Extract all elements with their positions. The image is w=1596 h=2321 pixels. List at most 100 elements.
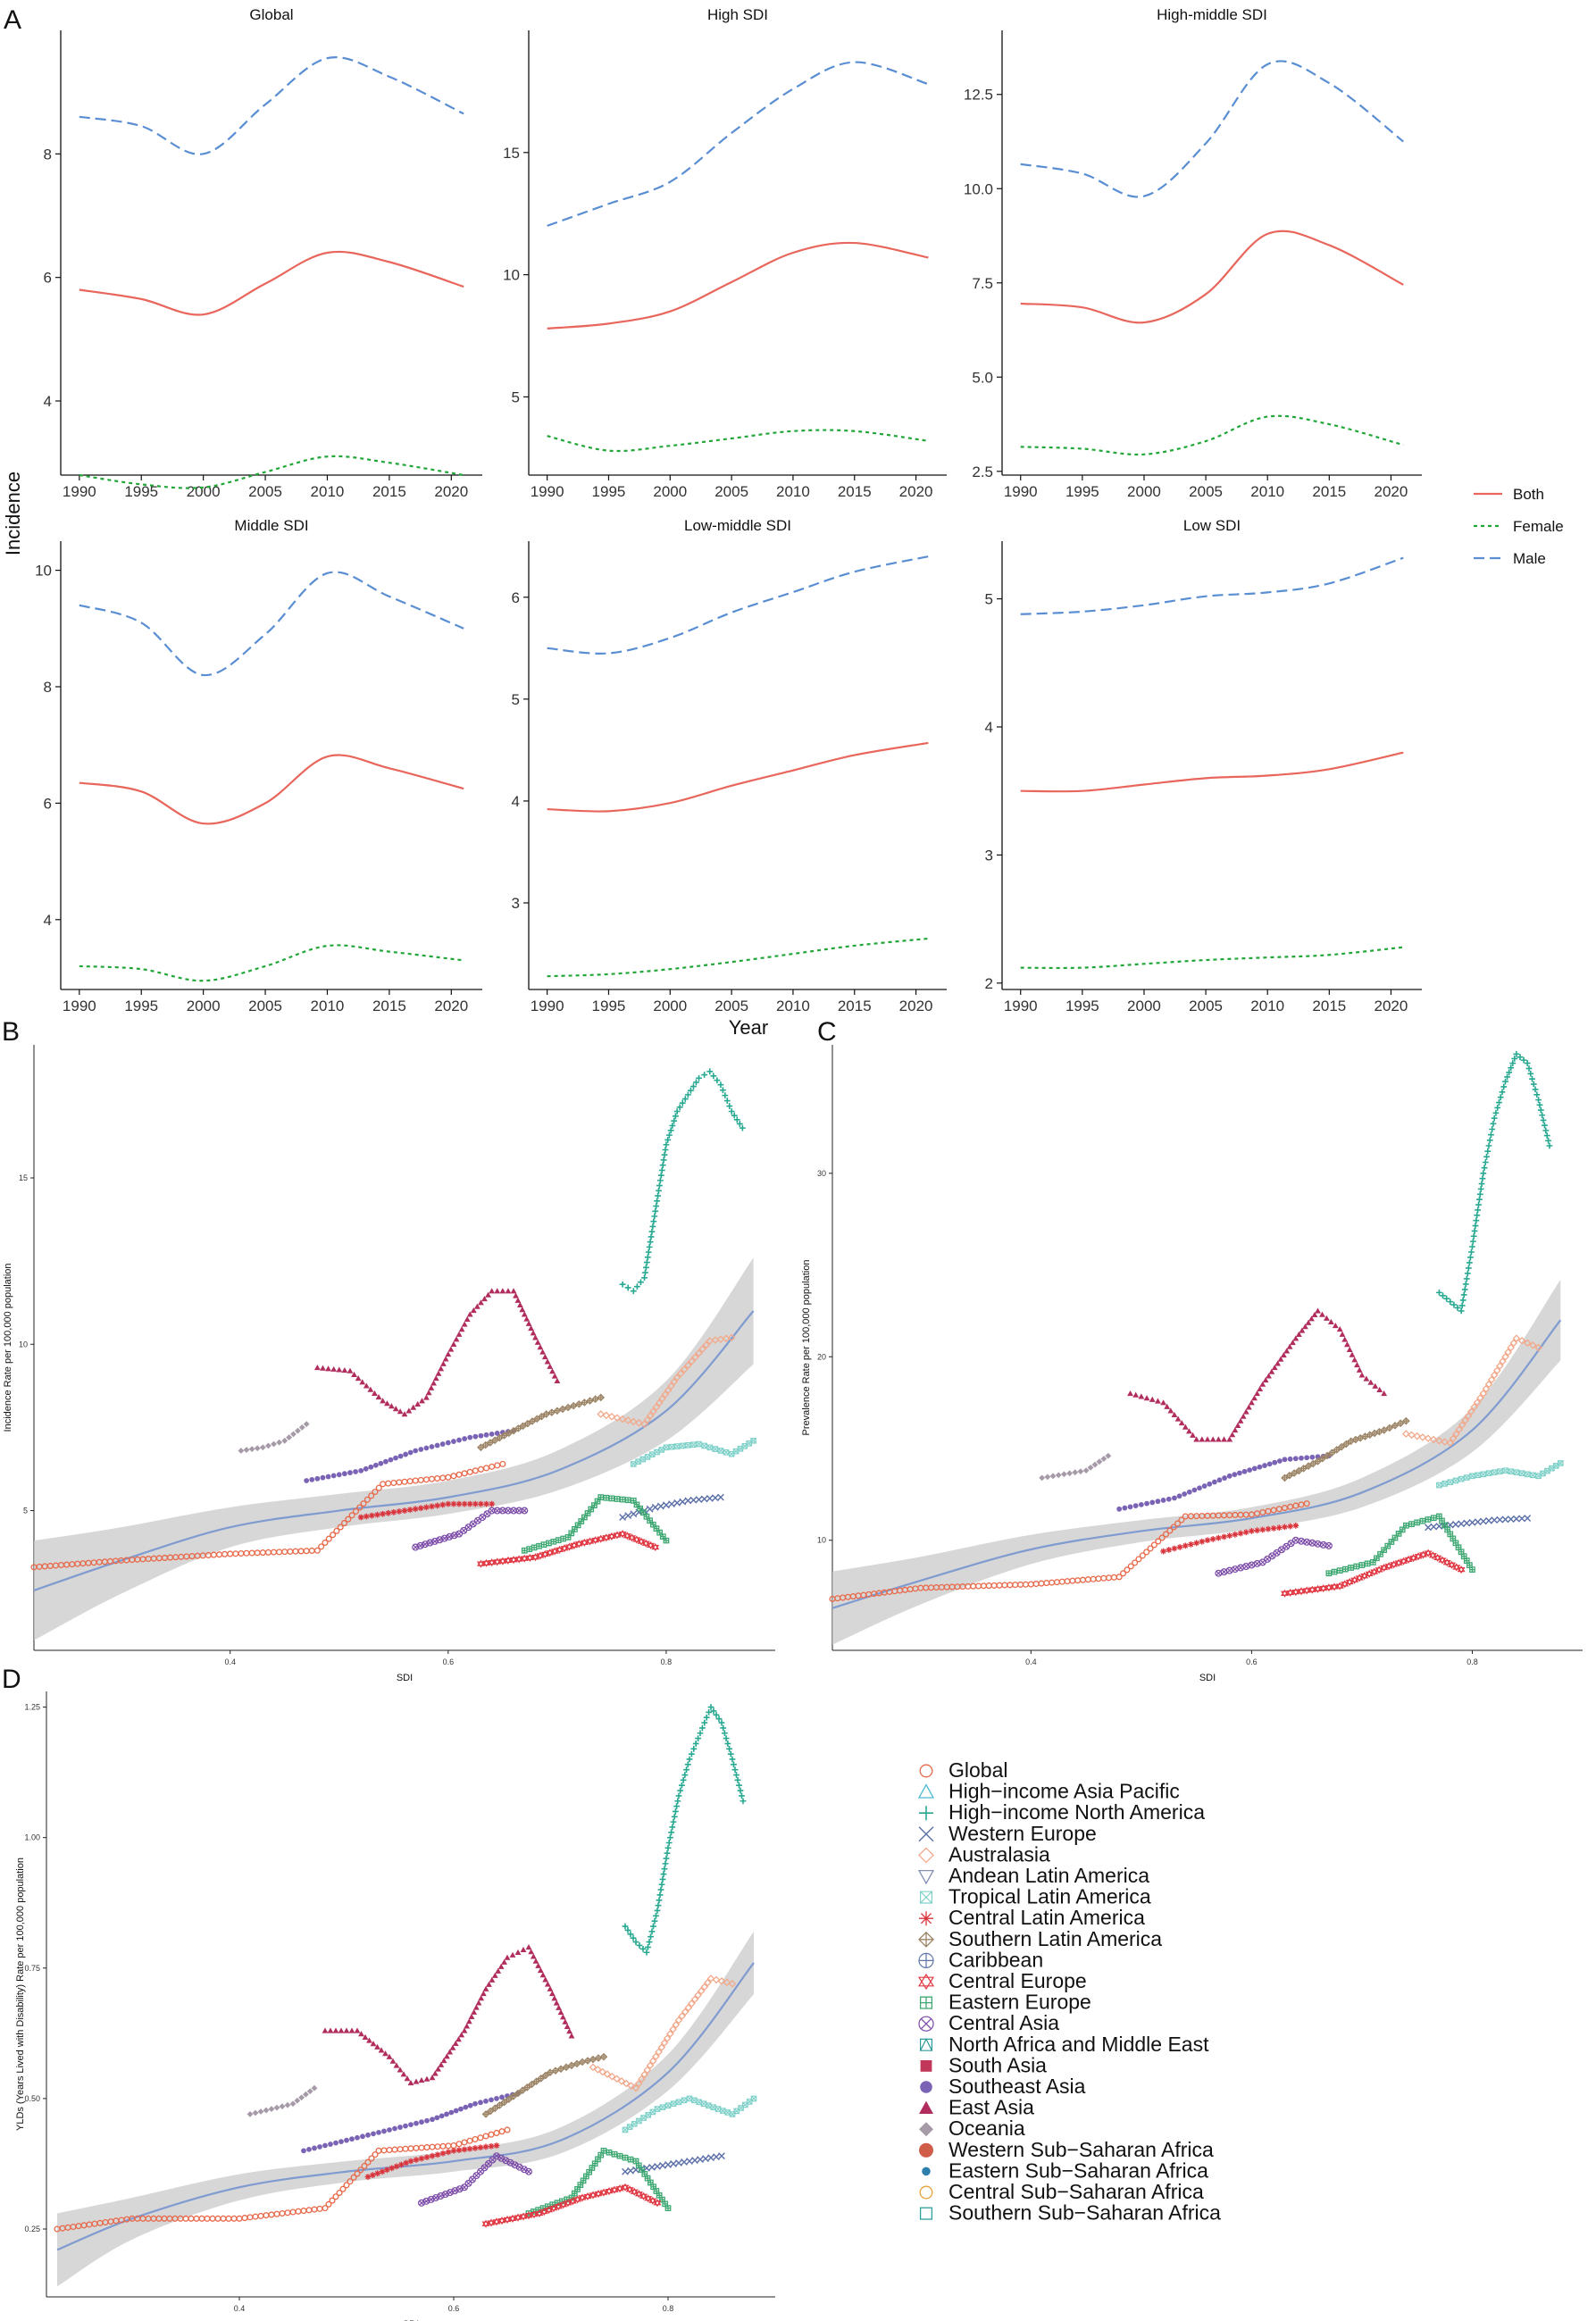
data-point xyxy=(1446,1439,1455,1448)
data-point-ring xyxy=(524,2167,532,2175)
data-point xyxy=(455,2141,463,2148)
data-point xyxy=(317,2144,322,2150)
data-point xyxy=(597,1494,605,1501)
data-point xyxy=(1259,1526,1266,1533)
data-point xyxy=(663,1444,670,1451)
data-point xyxy=(520,1946,527,1953)
data-point xyxy=(301,2148,306,2154)
data-point xyxy=(634,2079,643,2088)
data-point xyxy=(526,1546,533,1552)
data-point xyxy=(1132,1503,1139,1508)
y-tick-label: 4 xyxy=(512,793,520,810)
data-point xyxy=(739,1792,745,1799)
data-point xyxy=(650,1218,657,1225)
data-point xyxy=(514,1949,522,1955)
data-point xyxy=(247,2111,254,2117)
legend-label: Female xyxy=(1513,518,1564,535)
data-point xyxy=(1336,1567,1343,1574)
data-point-ring xyxy=(918,2016,934,2032)
data-point xyxy=(706,1444,714,1451)
data-point xyxy=(476,1559,485,1568)
data-point xyxy=(1481,1165,1488,1172)
data-point xyxy=(1001,1582,1008,1589)
data-point xyxy=(614,1496,621,1502)
data-point xyxy=(434,2143,441,2150)
data-point xyxy=(273,2104,280,2111)
data-point xyxy=(652,2052,660,2061)
data-point xyxy=(556,2004,562,2010)
data-point xyxy=(455,1471,463,1478)
data-point xyxy=(631,1461,637,1467)
data-point xyxy=(701,1072,708,1078)
data-point xyxy=(1527,1070,1534,1077)
data-point xyxy=(1249,1399,1255,1406)
data-point xyxy=(1475,1206,1482,1214)
data-point xyxy=(482,1985,489,1991)
data-point xyxy=(477,1465,484,1473)
data-point xyxy=(676,1104,683,1111)
data-point xyxy=(1147,1545,1154,1552)
series-high-income-north-america xyxy=(619,1068,746,1295)
data-point xyxy=(327,2027,334,2033)
data-point xyxy=(618,1415,627,1423)
data-point xyxy=(1299,1455,1304,1461)
data-point xyxy=(1508,1468,1515,1474)
series-male xyxy=(1020,556,1404,615)
x-tick-label: 1990 xyxy=(1004,483,1038,500)
data-point xyxy=(1323,1451,1332,1460)
data-point xyxy=(1234,1422,1241,1429)
data-point xyxy=(396,1479,403,1486)
data-point xyxy=(699,1724,706,1732)
legend-label: High−income Asia Pacific xyxy=(948,1780,1180,1803)
data-point xyxy=(700,2100,707,2108)
data-point xyxy=(1283,1543,1290,1549)
data-point xyxy=(392,2125,397,2132)
data-point xyxy=(292,1548,299,1555)
data-point xyxy=(455,2036,462,2042)
data-point xyxy=(492,2217,501,2226)
data-point xyxy=(350,2174,357,2181)
x-tick-label: 2005 xyxy=(714,998,748,1014)
data-point xyxy=(407,1449,414,1456)
data-point xyxy=(362,2033,369,2040)
data-point xyxy=(623,2079,631,2088)
x-axis-title: Year xyxy=(729,1016,768,1039)
series-high-income-north-america xyxy=(1436,1050,1553,1315)
data-point xyxy=(473,1303,480,1309)
data-point xyxy=(675,2159,682,2167)
data-point xyxy=(667,1382,675,1390)
data-point xyxy=(450,2147,457,2154)
legend-label: Southern Latin America xyxy=(948,1927,1162,1950)
data-point xyxy=(589,2191,597,2200)
data-point xyxy=(322,1539,329,1547)
series-central-asia xyxy=(418,2152,532,2207)
y-tick-label: 30 xyxy=(817,1169,826,1178)
x-tick-label: 2010 xyxy=(1250,483,1284,500)
data-point xyxy=(1473,1398,1482,1407)
data-point xyxy=(368,1492,375,1499)
data-point xyxy=(410,1404,417,1410)
data-point xyxy=(1511,1056,1518,1062)
data-point xyxy=(505,1429,514,1438)
data-point xyxy=(1532,1086,1539,1093)
data-point xyxy=(1254,1390,1260,1397)
data-point xyxy=(664,2205,672,2212)
legend-item: Central Sub−Saharan Africa xyxy=(919,2180,1204,2203)
data-point xyxy=(1209,1536,1216,1542)
y-axis-title: Incidence Rate per 100,000 population xyxy=(3,1264,13,1432)
data-point xyxy=(661,1866,668,1873)
data-point xyxy=(352,1507,359,1515)
data-point xyxy=(717,1081,724,1089)
data-point xyxy=(494,1462,501,1469)
data-point xyxy=(458,1326,465,1332)
data-point xyxy=(531,1544,538,1551)
data-point xyxy=(1221,1569,1227,1574)
data-point xyxy=(558,1405,567,1414)
data-point xyxy=(209,2215,216,2222)
data-point xyxy=(740,1798,747,1805)
data-point xyxy=(1346,1346,1353,1353)
data-point xyxy=(646,2061,655,2070)
data-point xyxy=(1469,1243,1475,1250)
data-point xyxy=(666,2030,674,2038)
